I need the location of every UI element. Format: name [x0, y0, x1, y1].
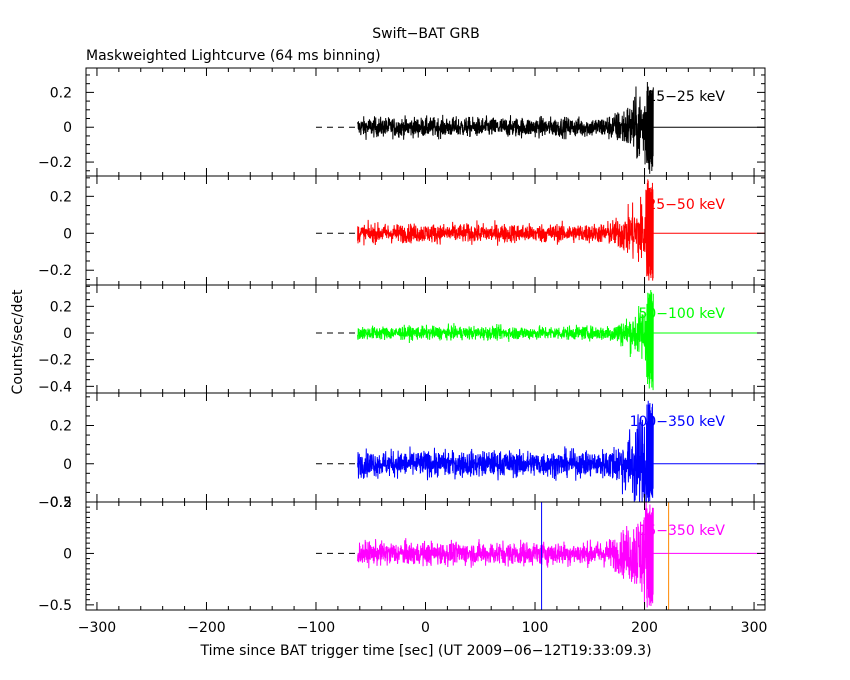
y-tick-label: 0.5 [50, 495, 72, 511]
panel-2: −0.2 0 0.2 25−50 keV [38, 175, 766, 286]
x-tick-label: 200 [631, 620, 658, 636]
panel-frame [85, 284, 766, 394]
x-tick-label: 100 [522, 620, 549, 636]
x-tick-label: 0 [421, 620, 430, 636]
panel-1: −0.2 0 0.2 15−25 keV [38, 67, 766, 177]
chart-subtitle: Maskweighted Lightcurve (64 ms binning) [86, 48, 381, 64]
y-tick-label: 0.2 [50, 299, 72, 315]
x-tick-label: −100 [297, 620, 335, 636]
x-tick-label: −300 [78, 620, 116, 636]
chart-title: Swift−BAT GRB [372, 26, 479, 42]
y-tick-label: 0 [63, 326, 72, 342]
band-label: 50−100 keV [638, 306, 725, 322]
band-label: 15−25 keV [647, 89, 725, 105]
y-tick-label: −0.2 [38, 353, 72, 369]
y-tick-label: 0.2 [50, 189, 72, 205]
y-tick-label: −0.2 [38, 155, 72, 171]
y-tick-label: 0.2 [50, 419, 72, 435]
y-tick-label: −0.5 [38, 598, 72, 614]
y-tick-label: −0.4 [38, 379, 72, 395]
lightcurve-trace [357, 400, 654, 503]
y-tick-label: 0 [63, 546, 72, 562]
panel-4: −0.2 0 0.2 100−350 keV [38, 392, 766, 511]
x-tick-label: 300 [741, 620, 768, 636]
panels-group: −0.200.2 15−25 keV−0.200.2 25−50 keV−0.4−0… [38, 67, 768, 636]
y-tick-label: −0.2 [38, 263, 72, 279]
lightcurve-trace [357, 502, 654, 608]
y-tick-label: −0.2 [38, 495, 72, 511]
y-tick-label: 0 [63, 226, 72, 242]
y-tick-label: 0 [63, 457, 72, 473]
x-tick-label: −200 [187, 620, 225, 636]
band-label: 15−350 keV [638, 523, 725, 539]
band-label: 25−50 keV [647, 197, 725, 213]
band-label: 100−350 keV [630, 414, 726, 430]
lightcurve-trace [357, 179, 654, 281]
panel-frame [85, 392, 766, 503]
x-axis-label: Time since BAT trigger time [sec] (UT 20… [199, 643, 651, 659]
panel-5: −0.5 0 0.5 15−350 keV [38, 495, 766, 614]
y-axis-label: Counts/sec/det [10, 289, 26, 394]
y-tick-label: 0 [63, 120, 72, 136]
panel-3: −0.4 −0.2 0 0.2 50−100 keV [38, 284, 766, 395]
lightcurve-trace [357, 81, 654, 174]
y-tick-label: 0.2 [50, 85, 72, 101]
lightcurve-trace [357, 290, 654, 391]
